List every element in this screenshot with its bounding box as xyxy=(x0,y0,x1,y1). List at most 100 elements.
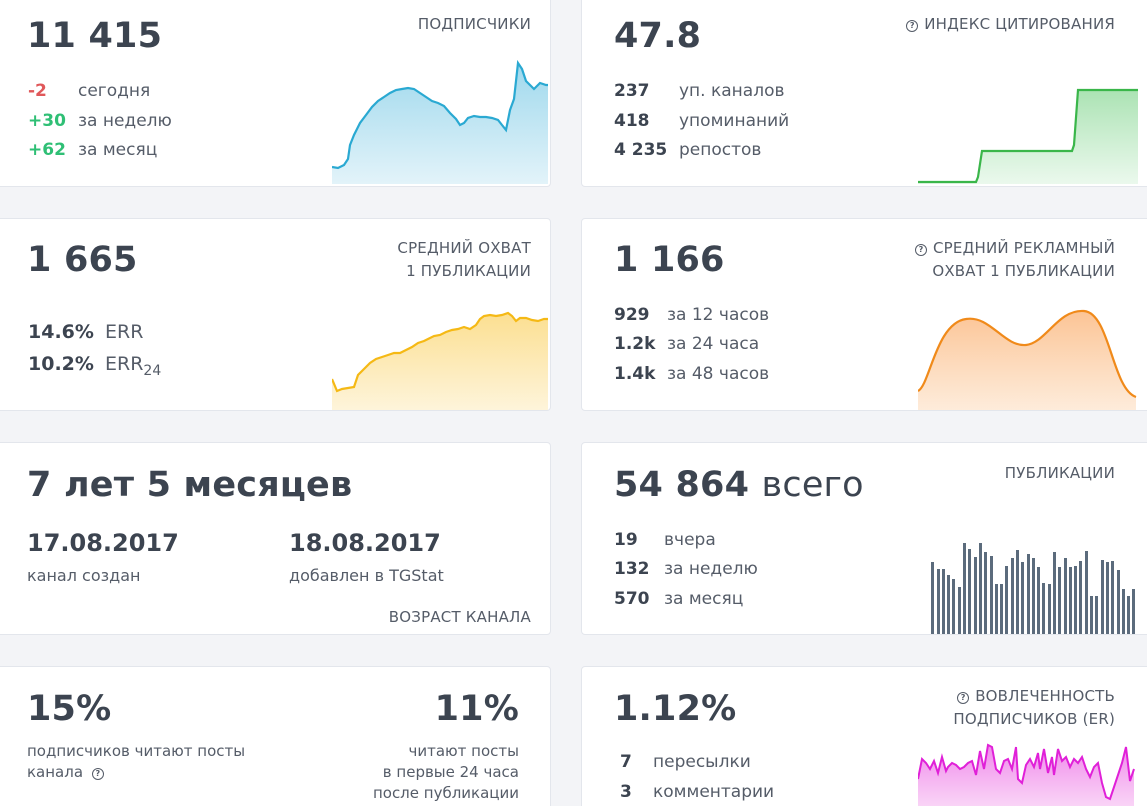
created-label: канал создан xyxy=(27,566,141,585)
subscribers-month-value: +62 xyxy=(28,140,66,160)
added-date: 18.08.2017 xyxy=(289,529,441,557)
age-value: 7 лет 5 месяцев xyxy=(27,465,353,505)
subscribers-week-value: +30 xyxy=(28,111,66,131)
subscribers-line xyxy=(332,59,548,170)
ad-reach-12h-row: 929 за 12 часов xyxy=(614,304,769,326)
citation-title: ? ИНДЕКС ЦИТИРОВАНИЯ xyxy=(906,13,1115,36)
ad-reach-48h-value: 1.4k xyxy=(614,364,656,384)
citation-area xyxy=(918,90,1138,184)
subscribers-month-label: за месяц xyxy=(78,140,158,160)
posts-week-value: 132 xyxy=(614,559,650,579)
citation-title-text: ИНДЕКС ЦИТИРОВАНИЯ xyxy=(924,15,1115,33)
citation-channels-label: уп. каналов xyxy=(679,81,785,101)
posts-unit: всего xyxy=(761,465,864,505)
read-left-line2: канала xyxy=(27,763,84,781)
citation-reposts-label: репостов xyxy=(679,140,762,160)
engagement-value: 1.12% xyxy=(614,689,737,729)
reach-title-line1: СРЕДНИЙ ОХВАТ xyxy=(397,239,531,257)
err24-subscript: 24 xyxy=(143,362,162,379)
posts-month-value: 570 xyxy=(614,589,650,609)
ad-reach-title: ? СРЕДНИЙ РЕКЛАМНЫЙ ОХВАТ 1 ПУБЛИКАЦИИ xyxy=(915,237,1115,283)
help-icon[interactable]: ? xyxy=(957,692,970,704)
posts-yesterday-row: 19 вчера xyxy=(614,529,716,551)
posts-title: ПУБЛИКАЦИИ xyxy=(1004,464,1115,482)
engagement-title: ? ВОВЛЕЧЕННОСТЬ ПОДПИСЧИКОВ (ER) xyxy=(953,685,1115,731)
posts-value: 54 864 всего xyxy=(614,468,864,503)
subscribers-title: ПОДПИСЧИКИ xyxy=(417,15,531,33)
citation-channels-row: 237 уп. каналов xyxy=(614,80,785,102)
citation-reposts-value: 4 235 xyxy=(614,140,668,160)
subscribers-today-label: сегодня xyxy=(78,81,151,101)
read-right-line2: в первые 24 часа xyxy=(382,763,519,781)
engagement-sparkline xyxy=(918,743,1135,806)
help-icon[interactable]: ? xyxy=(906,20,919,32)
citation-reposts-row: 4 235 репостов xyxy=(614,139,761,161)
engagement-area xyxy=(918,745,1134,806)
reach-sparkline xyxy=(332,311,548,410)
engagement-comments-label: комментарии xyxy=(653,782,775,802)
citation-channels-value: 237 xyxy=(614,81,650,101)
read-left-line2-wrap: канала ? xyxy=(27,762,245,783)
read-card[interactable]: 15% подписчиков читают посты канала ? 11… xyxy=(0,666,551,806)
reach-card[interactable]: 1 665 СРЕДНИЙ ОХВАТ 1 ПУБЛИКАЦИИ 14.6% ER… xyxy=(0,218,551,411)
engagement-comments-row: 3 комментарии xyxy=(620,781,774,803)
posts-week-label: за неделю xyxy=(664,559,758,579)
read-left-line1: подписчиков читают посты xyxy=(27,742,246,760)
ad-reach-line xyxy=(918,309,1137,399)
ad-reach-card[interactable]: 1 166 ? СРЕДНИЙ РЕКЛАМНЫЙ ОХВАТ 1 ПУБЛИКА… xyxy=(581,218,1147,411)
ad-reach-48h-label: за 48 часов xyxy=(667,364,770,384)
reach-title: СРЕДНИЙ ОХВАТ 1 ПУБЛИКАЦИИ xyxy=(397,237,531,283)
err24-value: 10.2% xyxy=(28,353,94,375)
citation-mentions-label: упоминаний xyxy=(679,111,790,131)
citation-mentions-value: 418 xyxy=(614,111,650,131)
ad-reach-24h-label: за 24 часа xyxy=(667,334,760,354)
err-label: ERR xyxy=(105,321,144,343)
subscribers-month-row: +62 за месяц xyxy=(28,139,157,161)
citation-sparkline xyxy=(918,88,1138,184)
reach-line xyxy=(332,311,548,393)
posts-card[interactable]: 54 864 всего ПУБЛИКАЦИИ 19 вчера 132 за не… xyxy=(581,442,1147,635)
err-value: 14.6% xyxy=(28,321,94,343)
help-icon[interactable]: ? xyxy=(91,768,104,780)
citation-line xyxy=(918,88,1138,184)
ad-reach-title-line2: ОХВАТ 1 ПУБЛИКАЦИИ xyxy=(932,262,1115,280)
help-icon[interactable]: ? xyxy=(915,244,927,256)
citation-value: 47.8 xyxy=(614,16,702,56)
engagement-comments-value: 3 xyxy=(620,782,632,802)
ad-reach-12h-value: 929 xyxy=(614,305,650,325)
read-right-value: 11% xyxy=(434,689,519,729)
ad-reach-sparkline xyxy=(918,309,1137,410)
subscribers-count: 11 415 xyxy=(27,16,163,56)
created-date: 17.08.2017 xyxy=(27,529,179,557)
ad-reach-48h-row: 1.4k за 48 часов xyxy=(614,363,769,385)
age-card[interactable]: 7 лет 5 месяцев 17.08.2017 канал создан … xyxy=(0,442,551,635)
engagement-title-line1: ВОВЛЕЧЕННОСТЬ xyxy=(975,687,1115,705)
posts-bars xyxy=(931,543,1135,634)
ad-reach-title-line1: СРЕДНИЙ РЕКЛАМНЫЙ xyxy=(933,239,1115,257)
engagement-forwards-label: пересылки xyxy=(653,752,751,772)
citation-mentions-row: 418 упоминаний xyxy=(614,110,789,132)
engagement-title-line2: ПОДПИСЧИКОВ (ER) xyxy=(953,710,1115,728)
err-row: 14.6% ERR xyxy=(28,320,143,344)
reach-value: 1 665 xyxy=(27,240,138,280)
read-right-line1: читают посты xyxy=(408,742,520,760)
engagement-line xyxy=(918,743,1135,801)
posts-yesterday-label: вчера xyxy=(664,530,716,550)
subscribers-sparkline xyxy=(332,59,548,184)
age-title: ВОЗРАСТ КАНАЛА xyxy=(388,608,531,626)
reach-title-line2: 1 ПУБЛИКАЦИИ xyxy=(406,262,531,280)
engagement-card[interactable]: 1.12% ? ВОВЛЕЧЕННОСТЬ ПОДПИСЧИКОВ (ER) 7 п… xyxy=(581,666,1147,806)
added-label: добавлен в TGStat xyxy=(289,566,444,585)
read-right-caption: читают посты в первые 24 часа после публ… xyxy=(373,741,519,804)
subscribers-area xyxy=(332,63,548,184)
ad-reach-24h-row: 1.2k за 24 часа xyxy=(614,333,759,355)
subscribers-today-row: -2 сегодня xyxy=(28,80,150,102)
subscribers-card[interactable]: 11 415 ПОДПИСЧИКИ -2 сегодня +30 за неделю… xyxy=(0,0,551,187)
citation-card[interactable]: 47.8 ? ИНДЕКС ЦИТИРОВАНИЯ 237 уп. каналов … xyxy=(581,0,1147,187)
read-right-line3: после публикации xyxy=(372,784,519,802)
engagement-forwards-value: 7 xyxy=(620,752,632,772)
ad-reach-value: 1 166 xyxy=(614,240,725,280)
reach-area xyxy=(332,313,548,410)
posts-bar-sparkline xyxy=(931,543,1135,634)
posts-week-row: 132 за неделю xyxy=(614,558,758,580)
